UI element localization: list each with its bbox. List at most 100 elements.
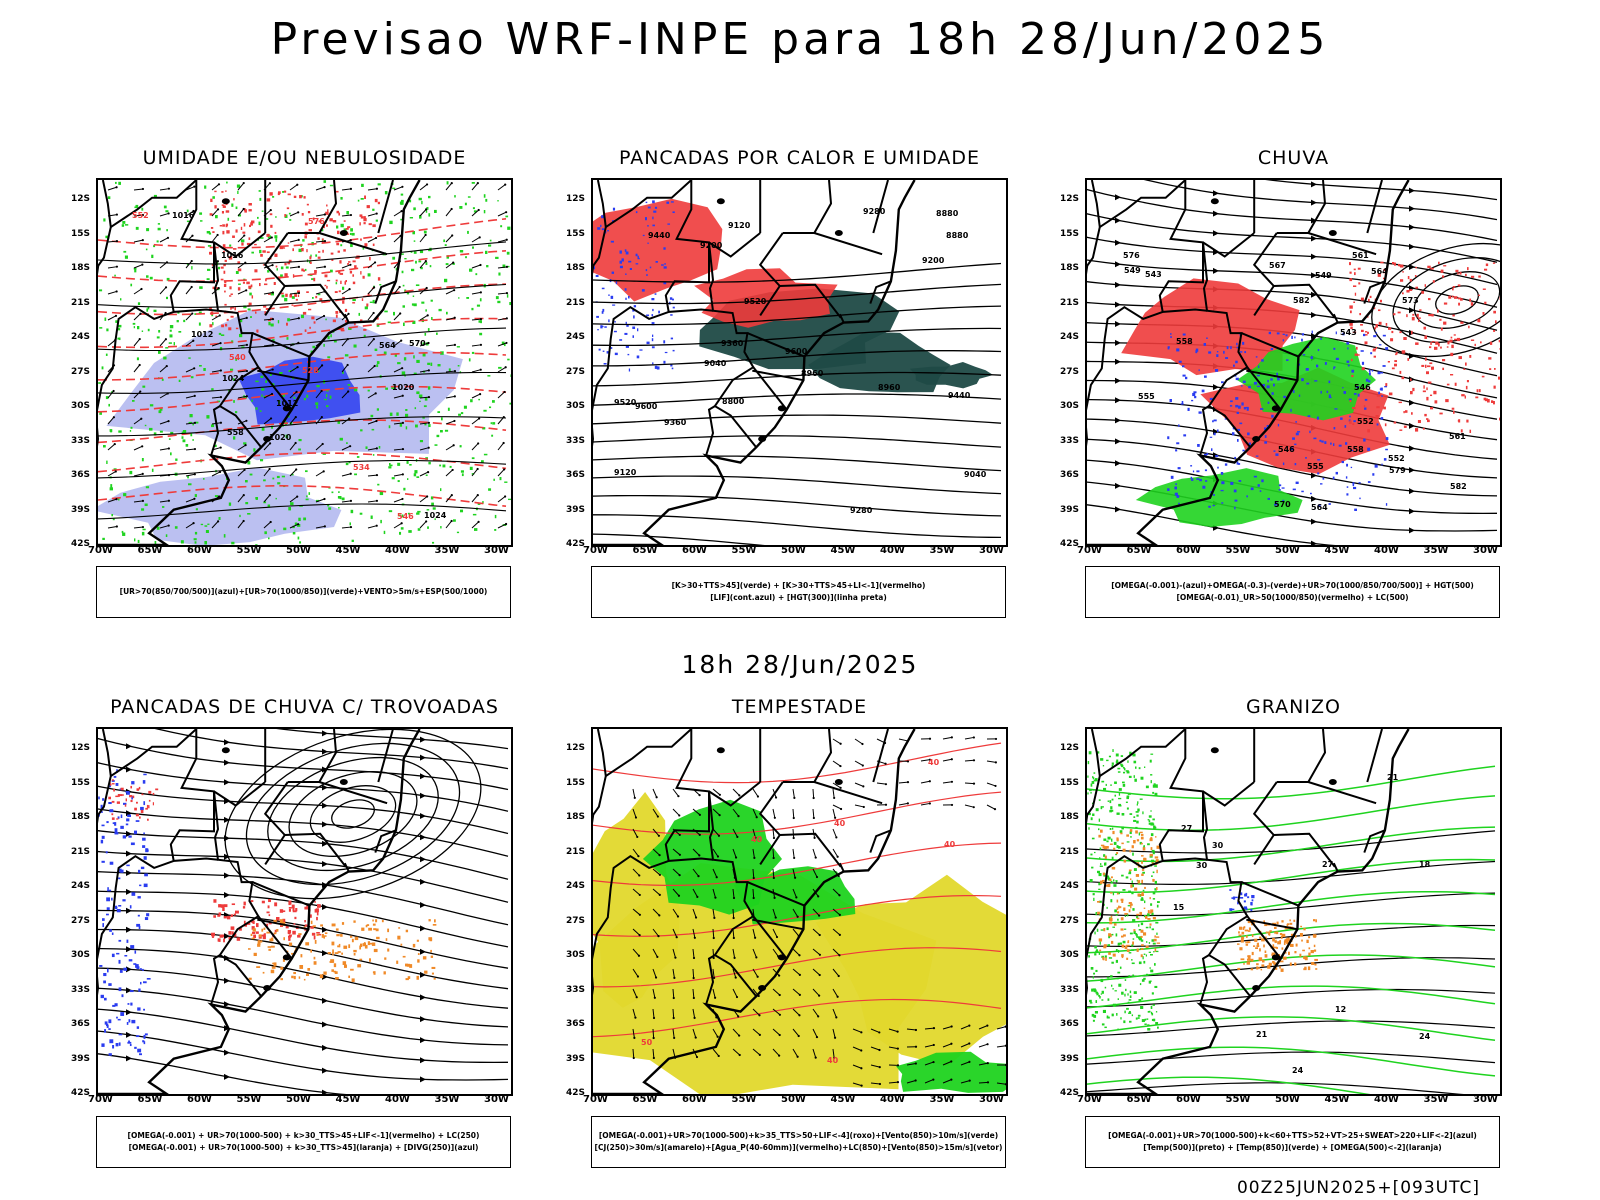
lat-tick-label: 15S [566,777,586,788]
lat-tick-label: 12S [1060,194,1080,204]
lon-tick-label: 35W [1423,1094,1449,1105]
contour-label: 573 [1402,296,1419,305]
lat-tick-label: 39S [71,1053,91,1064]
contour-label: 564 [1311,503,1328,512]
lon-tick-label: 45W [1324,1094,1350,1105]
legend-line: [Temp(500)](preto) + [Temp(850)](verde) … [1143,1143,1442,1152]
lat-tick-label: 21S [1060,297,1080,308]
contour-label: 9120 [728,221,751,230]
lat-tick-label: 18S [566,263,586,273]
lat-tick-label: 42S [71,539,91,549]
lat-tick-label: 33S [71,435,91,446]
lat-tick-label: 30S [1060,950,1080,960]
contour-label: 549 [1315,271,1332,280]
lat-tick-label: 33S [1060,435,1080,446]
thunderstorms-legend: [OMEGA(-0.001) + UR>70(1000-500) + k>30_… [96,1116,511,1168]
lon-tick-label: 40W [880,545,905,556]
lon-tick-label: 70W [583,545,608,556]
thunderstorms-map-svg [98,729,509,1094]
contour-label: 552 [132,211,149,220]
lon-tick-label: 30W [1473,1094,1498,1105]
contour-label: 540 [229,353,246,362]
lon-tick-label: 55W [236,1094,262,1105]
lon-tick-label: 45W [335,1094,361,1105]
hail-map-svg: 12 15 18 21 24 27 30 21 24 27 30 [1087,729,1496,1094]
contour-label: 40 [928,758,940,767]
lat-tick-label: 12S [566,194,586,204]
lat-tick-label: 30S [566,401,586,411]
legend-line: [CJ(250)>30m/s](amarelo)+[Agua_P(40-60mm… [594,1143,1003,1152]
contour-label: 564 [1371,267,1388,276]
lon-tick-label: 60W [187,1094,212,1105]
lat-tick-label: 33S [566,984,586,995]
lat-tick-label: 21S [566,846,586,857]
contour-label: 9280 [850,506,873,515]
lat-tick-label: 36S [566,470,586,480]
lat-tick-label: 36S [1060,470,1080,480]
lon-tick-label: 65W [632,1094,658,1105]
lon-tick-label: 50W [781,545,806,556]
lon-tick-label: 40W [385,545,410,556]
legend-line: [OMEGA(-0.001)+UR>70(1000-500)+k>35_TTS>… [598,1131,999,1140]
lat-tick-label: 24S [71,332,91,342]
lon-tick-label: 65W [632,545,658,556]
lat-tick-label: 21S [566,297,586,308]
heat-showers-map: 9600 9520 9440 9360 9280 9200 9120 9040 8960 8880… [591,178,1008,547]
lon-tick-label: 30W [979,1094,1004,1105]
contour-label: 50 [641,1038,653,1047]
contour-label: 1024 [424,511,447,520]
lon-tick-label: 70W [88,1094,113,1105]
contour-label: 558 [1347,445,1364,454]
mid-title: 18h 28/Jun/2025 [681,650,919,679]
contour-label: 1012 [276,399,298,408]
lat-tick-label: 15S [1060,228,1080,239]
lon-tick-label: 60W [1176,1094,1201,1105]
contour-label: 27 [1322,860,1333,869]
humidity-legend: [UR>70(850/700/500)](azul)+[UR>70(1000/8… [96,566,511,618]
lon-tick-label: 40W [1374,545,1399,556]
lat-tick-label: 39S [1060,1053,1080,1064]
lat-tick-label: 42S [1060,539,1080,549]
legend-line: [K>30+TTS>45](verde) + [K>30+TTS>45+LI<-… [671,581,926,590]
legend-line: [OMEGA(-0.001) + UR>70(1000-500) + k>30_… [128,1143,479,1152]
thunderstorms-panel-title: PANCADAS DE CHUVA C/ TROVOADAS [110,696,499,718]
lat-tick-label: 30S [71,950,91,960]
contour-label: 546 [1278,445,1295,454]
lon-tick-label: 50W [1275,545,1300,556]
lon-tick-label: 55W [236,545,262,556]
contour-label: 8960 [801,369,824,378]
storm-legend: [OMEGA(-0.001)+UR>70(1000-500)+k>35_TTS>… [591,1116,1006,1168]
lat-tick-label: 24S [1060,881,1080,891]
rain-map: 582 579 576 573 570 567 564 561 558 555 552 549 546 5… [1085,178,1502,547]
lon-tick-label: 70W [583,1094,608,1105]
lat-tick-label: 15S [566,228,586,239]
lat-tick-label: 42S [566,539,586,549]
contour-label: 1012 [191,330,213,339]
lat-tick-label: 15S [71,228,91,239]
lon-tick-label: 50W [781,1094,806,1105]
contour-label: 9360 [721,339,744,348]
contour-label: 9600 [635,402,658,411]
contour-label: 1020 [269,433,292,442]
lat-tick-label: 24S [71,881,91,891]
lon-tick-label: 35W [929,1094,955,1105]
contour-label: 561 [1352,251,1369,260]
contour-label: 579 [1389,466,1406,475]
contour-label: 1016 [221,251,244,260]
lat-tick-label: 18S [566,812,586,822]
lat-tick-label: 36S [71,1019,91,1029]
contour-label: 552 [1357,417,1374,426]
lon-tick-label: 30W [1473,545,1498,556]
lat-tick-label: 24S [566,332,586,342]
contour-label: 9040 [964,470,987,479]
lat-tick-label: 12S [566,743,586,753]
contour-label: 543 [1340,328,1357,337]
heat-showers-panel-title: PANCADAS POR CALOR E UMIDADE [618,147,980,169]
contour-label: 9600 [785,347,808,356]
contour-label: 576 [308,217,325,226]
lat-tick-label: 36S [1060,1019,1080,1029]
contour-label: 40 [827,1056,839,1065]
lat-tick-label: 12S [71,743,91,753]
contour-label: 9440 [648,231,671,240]
